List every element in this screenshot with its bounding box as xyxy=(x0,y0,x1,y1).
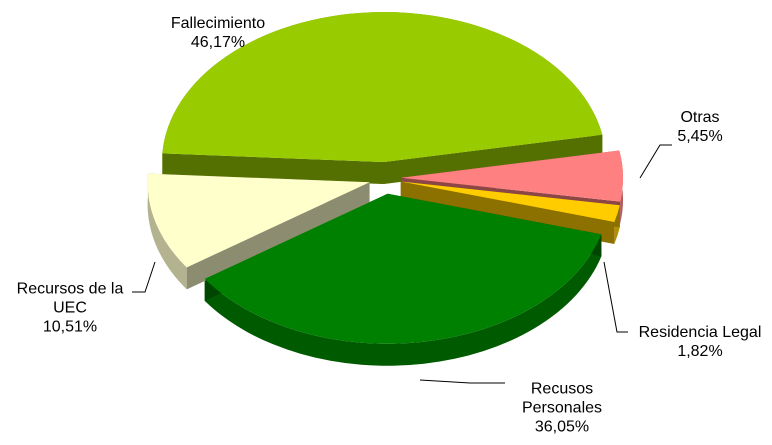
leader-line xyxy=(603,261,628,333)
pie-slice xyxy=(400,150,623,202)
pie-slice xyxy=(204,193,602,344)
pie-slice xyxy=(400,181,620,222)
category-name: Fallecimiento xyxy=(170,15,266,32)
category-name: Recursos de la UEC xyxy=(16,280,124,317)
slice-label: Recusos Personales 36,05% xyxy=(507,380,617,437)
leader-line xyxy=(132,261,156,293)
slice-label: Recursos de la UEC 10,51% xyxy=(10,280,130,337)
category-name: Residencia Legal xyxy=(638,324,762,341)
value-label: 1,82% xyxy=(677,343,723,360)
leader-line xyxy=(639,144,672,179)
slice-label: Fallecimiento 46,17% xyxy=(153,14,283,52)
slice-wall xyxy=(162,134,603,185)
slice-label: Otras 5,45% xyxy=(655,108,745,146)
pie-slice xyxy=(162,12,603,163)
leader-line xyxy=(419,379,505,384)
slice-side xyxy=(204,234,602,366)
value-label: 5,45% xyxy=(677,128,723,145)
category-name: Otras xyxy=(680,109,720,126)
value-label: 46,17% xyxy=(190,34,246,51)
value-label: 10,51% xyxy=(42,318,98,336)
slice-wall xyxy=(147,173,370,290)
value-label: 36,05% xyxy=(534,418,590,436)
pie-slice xyxy=(147,173,370,268)
category-name: Recusos Personales xyxy=(521,380,603,417)
slice-label: Residencia Legal 1,82% xyxy=(625,323,772,361)
slice-side xyxy=(147,173,187,290)
